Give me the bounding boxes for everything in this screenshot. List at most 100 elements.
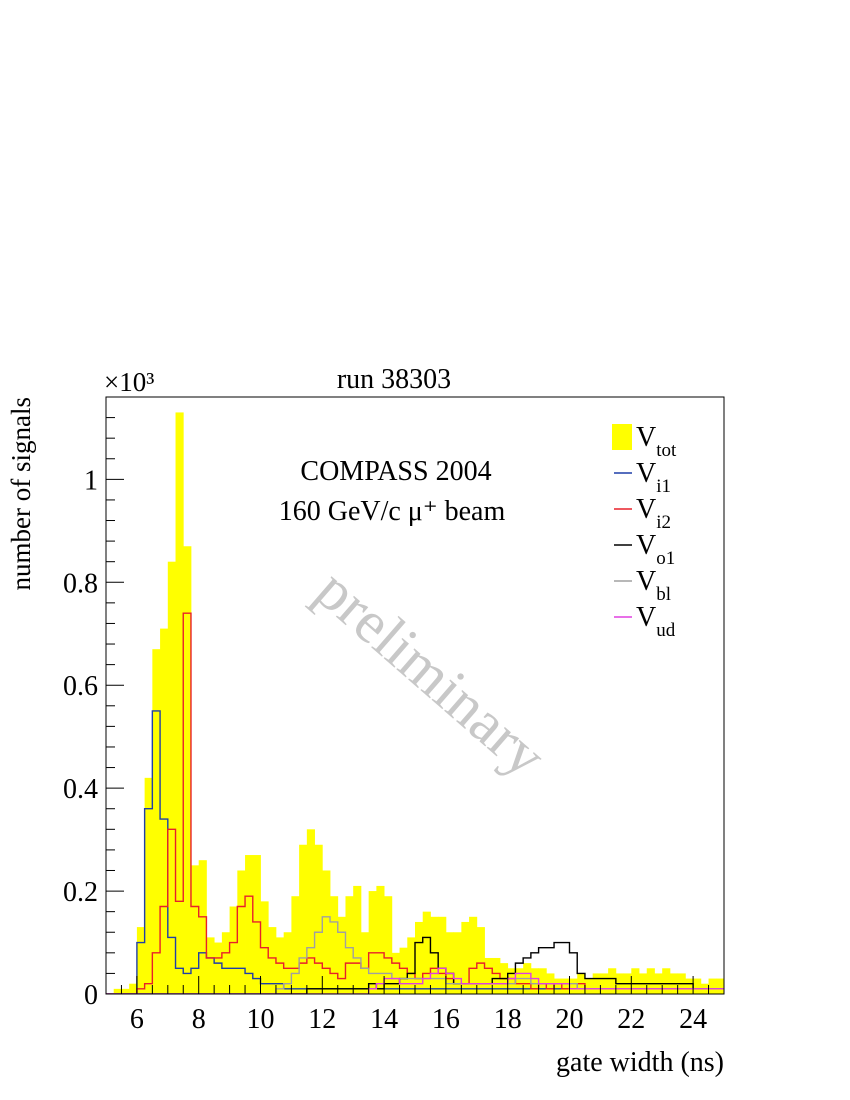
series-tot-bin <box>484 957 493 994</box>
series-tot-bin <box>407 937 416 994</box>
histogram-layer <box>106 412 740 994</box>
series-tot-bin <box>322 870 331 994</box>
y-tick-label: 0.4 <box>63 774 98 805</box>
series-ud-line <box>106 967 724 994</box>
series-tot-bin <box>360 932 370 994</box>
x-tick-label: 24 <box>679 1004 707 1035</box>
series-tot-bin <box>353 885 362 994</box>
y-scale-label: ×10³ <box>104 367 154 397</box>
series-tot-bin <box>121 988 130 994</box>
series-tot-bin <box>190 865 200 994</box>
series-tot-bin <box>391 952 400 994</box>
series-tot-bin <box>461 921 470 994</box>
series-tot-bin <box>337 916 346 994</box>
legend-swatch-tot <box>612 424 632 450</box>
series-tot-bin <box>438 916 447 994</box>
y-tick-label: 0.6 <box>63 671 98 702</box>
series-tot-bin <box>662 968 671 994</box>
series-tot-bin <box>608 968 617 994</box>
series-tot-bin <box>136 927 146 994</box>
preliminary-watermark: preliminary <box>304 556 559 789</box>
legend-label-ud: Vud <box>636 602 676 641</box>
series-tot-bin <box>229 906 238 994</box>
series-tot-bin <box>732 973 740 994</box>
series-tot-bin <box>592 973 601 994</box>
x-axis-label: gate width (ns) <box>556 1047 724 1078</box>
series-tot-bin <box>144 777 153 994</box>
y-tick-label: 0.8 <box>63 568 98 599</box>
x-tick-label: 10 <box>247 1004 275 1035</box>
series-tot-bin <box>646 968 655 994</box>
y-axis-label: number of signals <box>6 397 36 590</box>
x-tick-label: 14 <box>370 1004 398 1035</box>
legend-label-bl: Vbl <box>636 566 671 605</box>
series-tot-bin <box>554 978 563 994</box>
legend-label-o1: Vo1 <box>636 530 675 569</box>
series-tot-bin <box>422 911 431 994</box>
series-tot-bin <box>584 978 594 994</box>
series-tot-bin <box>600 973 609 994</box>
annotation-beam: 160 GeV/c μ⁺ beam <box>279 496 506 527</box>
series-tot-bin <box>113 988 122 994</box>
series-tot-bin <box>569 978 578 994</box>
series-tot-bin <box>198 860 207 994</box>
series-tot-bin <box>507 968 516 994</box>
x-tick-label: 16 <box>432 1004 460 1035</box>
series-tot-bin <box>469 916 478 994</box>
legend-label-tot: Vtot <box>636 422 677 461</box>
series-tot-bin <box>268 927 277 994</box>
series-tot-bin <box>299 844 308 994</box>
y-tick-label: 1 <box>84 465 98 496</box>
series-tot-bin <box>221 932 230 994</box>
series-tot-bin <box>314 844 323 994</box>
x-tick-label: 12 <box>308 1004 336 1035</box>
series-tot-bin <box>685 978 694 994</box>
series-tot-bin <box>515 968 524 994</box>
series-tot-bin <box>453 932 462 994</box>
series-tot-bin <box>345 896 354 994</box>
x-tick-label: 22 <box>617 1004 645 1035</box>
series-tot-bin <box>129 983 138 994</box>
series-tot-bin <box>167 561 176 994</box>
series-tot-bin <box>183 546 192 994</box>
annotation-experiment: COMPASS 2004 <box>300 456 491 487</box>
series-tot-bin <box>631 968 640 994</box>
series-tot-bin <box>283 932 292 994</box>
series-tot-bin <box>252 855 261 994</box>
series-tot-bin <box>716 978 724 994</box>
x-tick-label: 8 <box>192 1004 206 1035</box>
x-tick-label: 20 <box>556 1004 584 1035</box>
chart-title: run 38303 <box>337 364 451 395</box>
series-tot-bin <box>245 855 254 994</box>
series-tot-bin <box>492 957 501 994</box>
series-tot-bin <box>291 896 300 994</box>
series-tot-bin <box>214 942 223 994</box>
series-tot-bin <box>724 984 732 994</box>
series-tot-bin <box>530 968 539 994</box>
legend-label-i2: Vi2 <box>636 494 671 533</box>
series-tot-bin <box>476 927 485 994</box>
series-tot-bin <box>445 932 455 994</box>
legend-label-i1: Vi1 <box>636 458 671 497</box>
series-tot-bin <box>415 921 424 994</box>
series-tot-bin <box>538 968 547 994</box>
series-tot-bin <box>152 649 161 994</box>
series-tot-bin <box>330 896 339 994</box>
series-tot-bin <box>693 978 702 994</box>
series-tot-bin <box>206 937 215 994</box>
series-tot-bin <box>175 412 184 994</box>
series-tot-bin <box>384 896 393 994</box>
series-tot-bin <box>430 916 439 994</box>
series-tot-bin <box>399 947 408 994</box>
series-tot-bin <box>306 829 315 994</box>
y-tick-label: 0 <box>84 980 98 1011</box>
series-tot-bin <box>368 891 377 994</box>
series-tot-bin <box>376 885 385 994</box>
series-tot-bin <box>275 937 285 994</box>
x-tick-label: 18 <box>494 1004 522 1035</box>
axes: 6 8 10 12 14 16 18 20 22 24 0 0.2 0.4 0.6 0.8 1 <box>63 417 725 1035</box>
series-tot-bin <box>561 978 570 994</box>
series-tot-bin <box>708 978 717 994</box>
